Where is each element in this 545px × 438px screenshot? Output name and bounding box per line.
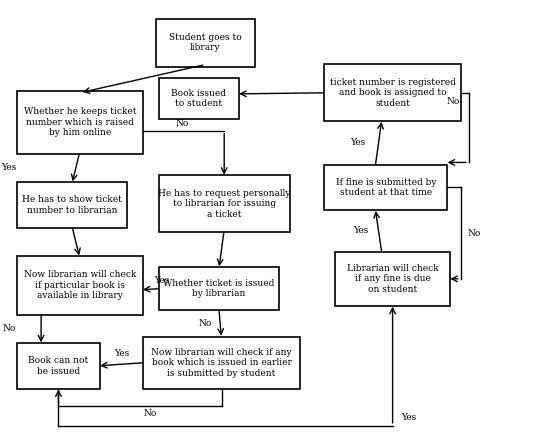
Text: No: No — [144, 410, 158, 418]
Text: ticket number is registered
and book is assigned to
student: ticket number is registered and book is … — [330, 78, 456, 108]
Text: Whether ticket is issued
by librarian: Whether ticket is issued by librarian — [163, 279, 275, 298]
FancyBboxPatch shape — [17, 256, 143, 315]
Text: Yes: Yes — [401, 413, 416, 422]
Text: No: No — [175, 119, 189, 127]
Text: Whether he keeps ticket
number which is raised
by him online: Whether he keeps ticket number which is … — [23, 107, 136, 137]
Text: Librarian will check
if any fine is due
on student: Librarian will check if any fine is due … — [347, 264, 438, 294]
FancyBboxPatch shape — [159, 78, 239, 119]
Text: Student goes to
library: Student goes to library — [169, 33, 242, 53]
FancyBboxPatch shape — [17, 182, 126, 228]
Text: Now librarian will check
if particular book is
available in library: Now librarian will check if particular b… — [23, 271, 136, 300]
FancyBboxPatch shape — [17, 343, 100, 389]
Text: If fine is submitted by
student at that time: If fine is submitted by student at that … — [336, 178, 436, 197]
FancyBboxPatch shape — [156, 19, 255, 67]
FancyBboxPatch shape — [159, 176, 290, 232]
Text: Yes: Yes — [353, 226, 368, 236]
Text: Yes: Yes — [350, 138, 366, 147]
FancyBboxPatch shape — [159, 267, 279, 311]
FancyBboxPatch shape — [324, 64, 461, 121]
Text: He has to request personally
to librarian for issuing
a ticket: He has to request personally to libraria… — [158, 189, 290, 219]
Text: Now librarian will check if any
book which is issued in earlier
is submitted by : Now librarian will check if any book whi… — [151, 348, 292, 378]
Text: Book issued
to student: Book issued to student — [171, 88, 226, 108]
Text: No: No — [446, 97, 459, 106]
Text: No: No — [199, 319, 212, 328]
FancyBboxPatch shape — [17, 91, 143, 154]
FancyBboxPatch shape — [335, 252, 450, 306]
Text: Yes: Yes — [2, 163, 17, 173]
FancyBboxPatch shape — [143, 336, 300, 389]
Text: Book can not
be issued: Book can not be issued — [28, 356, 89, 376]
Text: He has to show ticket
number to librarian: He has to show ticket number to libraria… — [22, 195, 122, 215]
FancyBboxPatch shape — [324, 165, 447, 210]
Text: No: No — [468, 229, 481, 238]
Text: Yes: Yes — [114, 350, 129, 358]
Text: Yes: Yes — [154, 276, 169, 285]
Text: No: No — [2, 325, 16, 333]
